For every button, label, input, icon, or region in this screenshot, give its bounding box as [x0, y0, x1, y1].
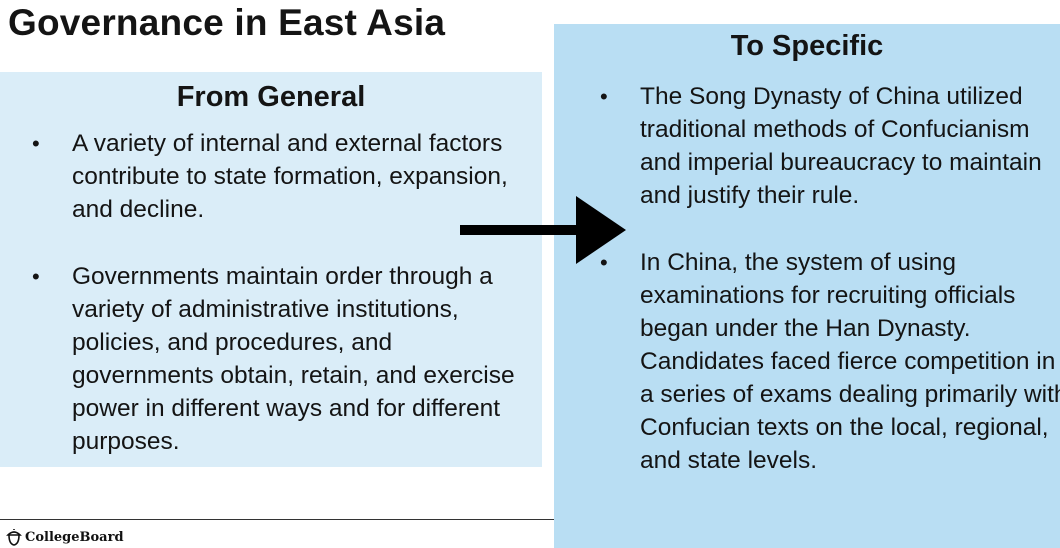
from-general-list: • A variety of internal and external fac… [32, 127, 540, 458]
logo-text: CollegeBoard [25, 529, 124, 545]
arrow-shape [460, 196, 626, 264]
bullet-text: In China, the system of using examinatio… [640, 249, 1060, 474]
list-item: • Governments maintain order through a v… [32, 260, 540, 458]
to-specific-panel: To Specific • The Song Dynasty of China … [554, 24, 1060, 548]
bullet-icon: • [600, 250, 608, 275]
footer-divider [0, 519, 554, 520]
list-item: • In China, the system of using examinat… [600, 246, 1060, 477]
from-general-panel: From General • A variety of internal and… [0, 72, 542, 467]
from-general-heading: From General [176, 81, 366, 113]
to-specific-list: • The Song Dynasty of China utilized tra… [600, 80, 1060, 477]
to-specific-heading: To Specific [730, 30, 884, 62]
slide-title: Governance in East Asia [8, 2, 446, 43]
bullet-text: A variety of internal and external facto… [72, 130, 508, 223]
bullet-icon: • [600, 84, 608, 109]
bullet-icon: • [32, 131, 40, 156]
bullet-text: Governments maintain order through a var… [72, 263, 515, 455]
bullet-icon: • [32, 264, 40, 289]
right-arrow-icon [460, 196, 626, 264]
collegeboard-logo: CollegeBoard [6, 528, 124, 546]
list-item: • The Song Dynasty of China utilized tra… [600, 80, 1060, 212]
acorn-icon [6, 528, 22, 546]
list-item: • A variety of internal and external fac… [32, 127, 540, 226]
bullet-text: The Song Dynasty of China utilized tradi… [640, 83, 1042, 209]
